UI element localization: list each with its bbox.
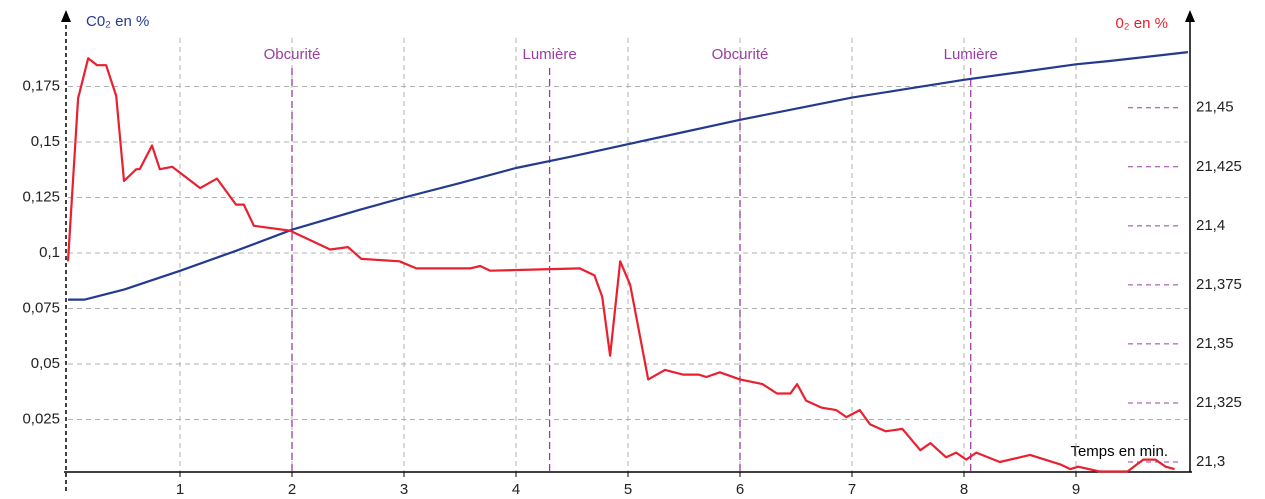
y2-tick-label: 21,3 xyxy=(1196,453,1225,470)
y2-tick-label: 21,325 xyxy=(1196,394,1242,411)
y-axis-label: C0₂ en % xyxy=(86,13,149,30)
annotation-label: Obcurité xyxy=(712,46,769,63)
y2-tick-label: 21,375 xyxy=(1196,276,1242,293)
y-tick-label: 0,125 xyxy=(22,188,60,205)
y-tick-label: 0,175 xyxy=(22,77,60,94)
y2-axis-label: 0₂ en % xyxy=(1115,15,1168,32)
y-axis-arrow xyxy=(61,10,71,22)
x-tick-label: 6 xyxy=(736,481,744,498)
y-tick-label: 0,075 xyxy=(22,299,60,316)
y2-tick-label: 21,45 xyxy=(1196,99,1234,116)
x-tick-label: 8 xyxy=(960,481,968,498)
annotation-label: Obcurité xyxy=(264,46,321,63)
y2-tick-label: 21,4 xyxy=(1196,217,1225,234)
x-tick-label: 9 xyxy=(1072,481,1080,498)
x-tick-label: 1 xyxy=(176,481,184,498)
x-axis-label: Temps en min. xyxy=(1070,443,1168,460)
data-line xyxy=(68,51,1189,301)
y-tick-label: 0,025 xyxy=(22,410,60,427)
x-tick-label: 2 xyxy=(288,481,296,498)
y-tick-label: 0,1 xyxy=(39,244,60,261)
y2-tick-label: 21,35 xyxy=(1196,335,1234,352)
x-tick-label: 7 xyxy=(848,481,856,498)
annotation-label: Lumière xyxy=(944,46,998,63)
x-tick-label: 3 xyxy=(400,481,408,498)
x-tick-label: 4 xyxy=(512,481,520,498)
y2-axis-arrow xyxy=(1185,10,1195,22)
x-tick-label: 5 xyxy=(624,481,632,498)
y-tick-label: 0,15 xyxy=(31,133,60,150)
y2-tick-label: 21,425 xyxy=(1196,158,1242,175)
annotation-label: Lumière xyxy=(522,46,576,63)
y-tick-label: 0,05 xyxy=(31,355,60,372)
data-line xyxy=(66,57,1175,473)
